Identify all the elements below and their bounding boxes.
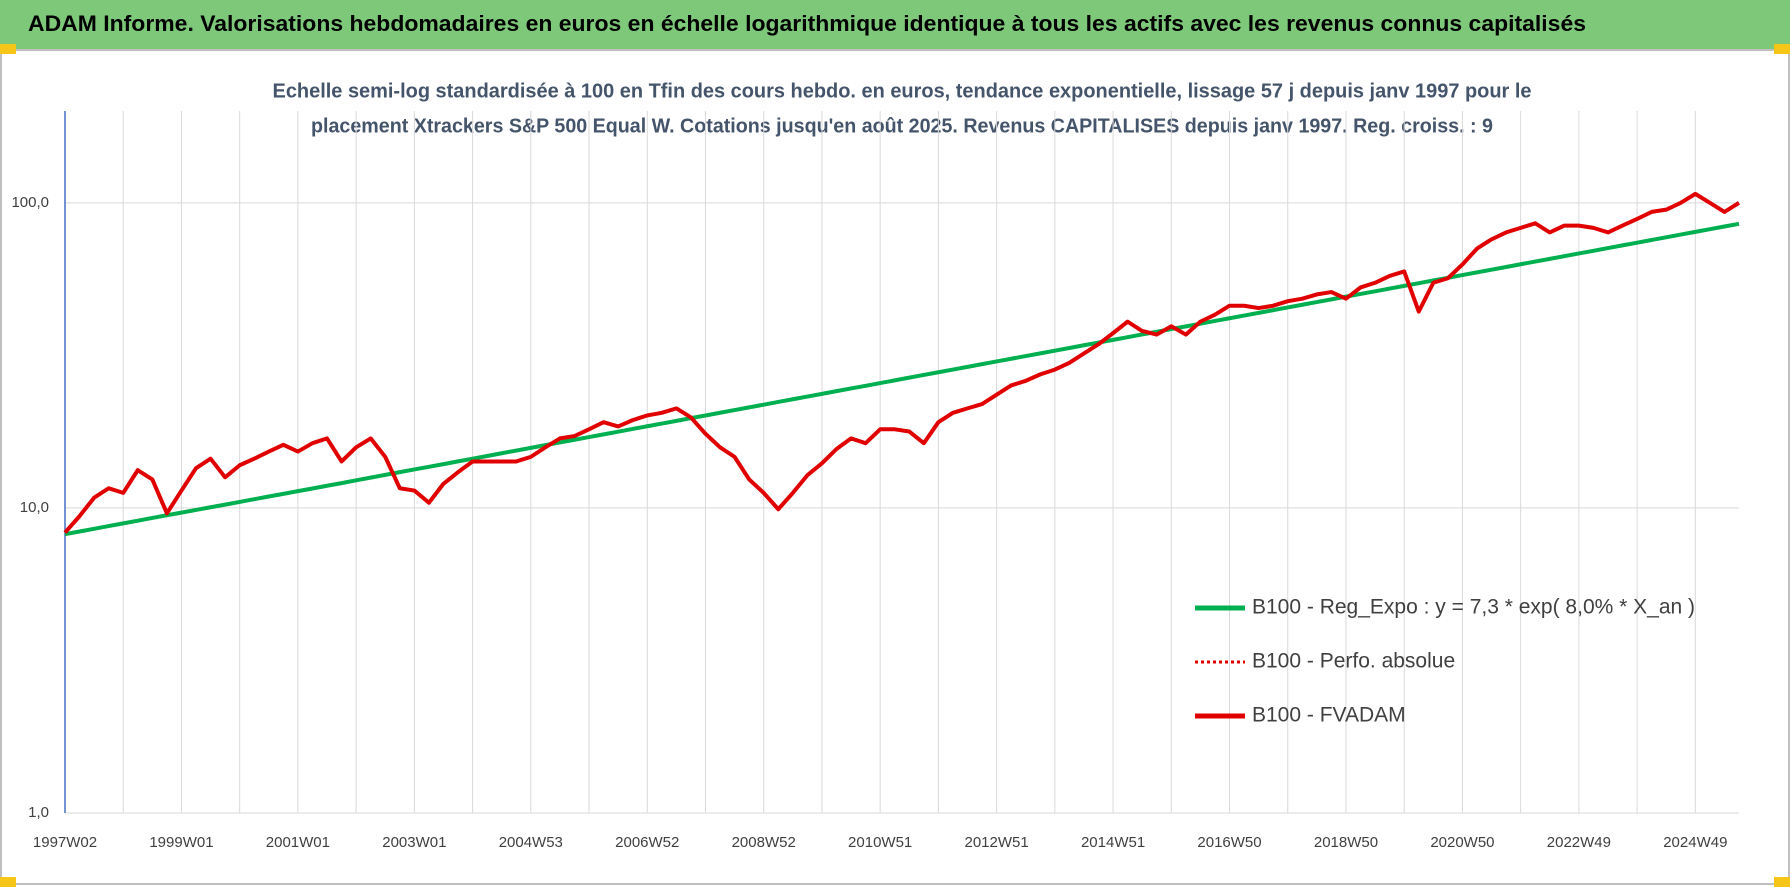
y-tick-label: 1,0	[28, 804, 49, 821]
x-tick-label: 2018W50	[1314, 834, 1378, 851]
x-tick-label: 2003W01	[382, 834, 446, 851]
grid: 1,0 10,0 100,0 1997W02 1999W01 2001W01 2003W01…	[11, 111, 1739, 851]
x-tick-label: 2014W51	[1081, 834, 1145, 851]
x-tick-label: 2020W50	[1430, 834, 1494, 851]
chart-subtitle: Echelle semi-log standardisée à 100 en T…	[273, 80, 1532, 102]
chart-frame	[0, 49, 1790, 885]
x-tick-label: 2012W51	[965, 834, 1029, 851]
y-tick-label: 10,0	[20, 499, 49, 516]
x-tick-label: 2016W50	[1197, 834, 1261, 851]
y-tick-label: 100,0	[11, 194, 49, 211]
x-tick-label: 2008W52	[732, 834, 796, 851]
chart-subtitle: placement Xtrackers S&P 500 Equal W. Cot…	[311, 115, 1493, 137]
x-tick-label: 2010W51	[848, 834, 912, 851]
x-tick-label: 2001W01	[266, 834, 330, 851]
corner-mark	[0, 44, 16, 54]
corner-mark	[1774, 44, 1790, 54]
legend-label: B100 - Reg_Expo : y = 7,3 * exp( 8,0% * …	[1252, 596, 1695, 619]
series-line	[64, 221, 1740, 537]
x-tick-label: 1997W02	[33, 834, 97, 851]
x-tick-label: 2004W53	[499, 834, 563, 851]
legend: B100 - Reg_Expo : y = 7,3 * exp( 8,0% * …	[1195, 596, 1695, 727]
chart-title: ADAM Informe. Valorisations hebdomadaire…	[28, 11, 1586, 36]
x-tick-label: 2006W52	[615, 834, 679, 851]
plot	[63, 191, 1741, 537]
header-bar	[0, 0, 1790, 50]
series-line	[63, 191, 1741, 534]
x-tick-label: 2022W49	[1547, 834, 1611, 851]
corner-mark	[0, 877, 16, 887]
corner-mark	[1774, 877, 1790, 887]
legend-label: B100 - FVADAM	[1252, 704, 1406, 727]
x-tick-label: 2024W49	[1663, 834, 1727, 851]
legend-label: B100 - Perfo. absolue	[1252, 650, 1455, 673]
x-tick-label: 1999W01	[149, 834, 213, 851]
